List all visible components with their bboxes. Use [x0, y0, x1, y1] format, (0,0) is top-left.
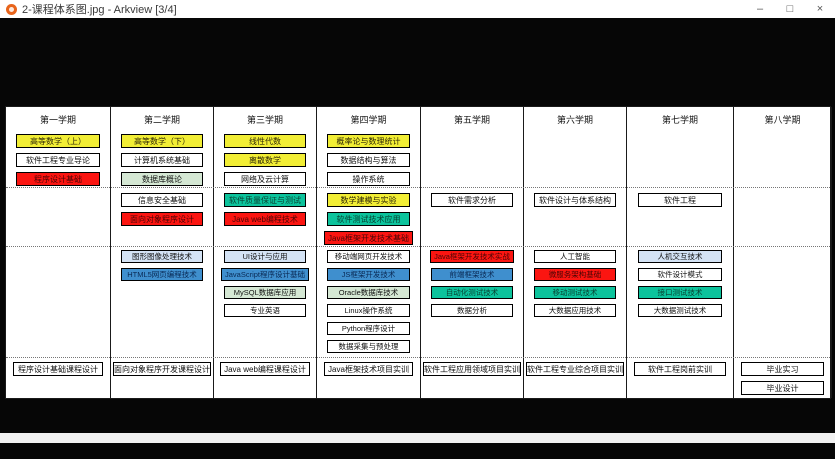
course-box: 离散数学	[224, 153, 306, 167]
semester-column: 第七学期软件工程人机交互技术 软件设计模式 接口测试技术 大数据测试技术 软件工程岗前实…	[627, 107, 734, 398]
course-box: 面向对象程序开发课程设计	[112, 362, 212, 376]
course-box: 软件工程专业综合项目实训	[525, 362, 625, 376]
course-box: UI设计与应用	[224, 250, 306, 263]
course-box: 软件工程岗前实训	[634, 362, 726, 376]
course-box: HTML5网页编程技术	[121, 268, 203, 281]
minimize-button[interactable]: –	[756, 3, 764, 15]
course-box: 软件需求分析	[431, 193, 513, 207]
course-box: 面向对象程序设计	[121, 212, 203, 226]
semester-header: 第三学期	[246, 115, 283, 125]
semester-header: 第六学期	[556, 115, 593, 125]
semester-column: 第五学期软件需求分析 Java框架开发技术实战 前端框架技术 自动化测试技术 数据分析软…	[421, 107, 524, 398]
course-box: 数据结构与算法	[327, 153, 410, 167]
course-box: 人工智能	[534, 250, 616, 263]
course-box: 信息安全基础	[121, 193, 203, 207]
course-box: 数学建模与实验	[327, 193, 410, 207]
course-box: 软件设计模式	[637, 268, 723, 281]
course-box: 网络及云计算	[224, 172, 306, 186]
course-box: Java框架开发技术实战	[430, 250, 514, 263]
course-box: Java web编程课程设计	[220, 362, 310, 376]
dotted-separator	[6, 246, 830, 247]
title-bar: 2-课程体系图.jpg - Arkview [3/4] – □ ×	[0, 0, 835, 18]
semester-header: 第八学期	[764, 115, 801, 125]
course-box: 高等数学（下）	[121, 134, 203, 148]
dotted-separator	[6, 357, 830, 358]
maximize-button[interactable]: □	[786, 3, 794, 15]
course-box: Java框架开发技术基础	[324, 231, 413, 245]
course-box: 移动端网页开发技术	[327, 250, 410, 263]
course-box: 计算机系统基础	[121, 153, 203, 167]
next-page-strip	[0, 433, 835, 443]
course-box: 高等数学（上）	[16, 134, 100, 148]
close-button[interactable]: ×	[816, 3, 824, 15]
course-box: 专业英语	[224, 304, 306, 317]
course-box: 大数据应用技术	[534, 304, 616, 317]
course-box: MySQL数据库应用	[224, 286, 306, 299]
course-box: 数据分析	[431, 304, 513, 317]
curriculum-diagram: 第一学期 高等数学（上） 软件工程专业导论 程序设计基础 程序设计基础课程设计 第二学期高…	[5, 106, 832, 399]
course-box: 软件工程专业导论	[16, 153, 100, 167]
semester-column: 第八学期毕业实习毕业设计	[734, 107, 832, 398]
course-box: JS框架开发技术	[327, 268, 410, 281]
semester-header: 第四学期	[350, 115, 387, 125]
dotted-separator	[6, 187, 830, 188]
course-box: JavaScript程序设计基础	[220, 268, 309, 281]
course-box: 毕业设计	[740, 381, 825, 395]
window-controls: – □ ×	[745, 0, 835, 18]
course-box: Java框架技术项目实训	[324, 362, 413, 376]
course-box: 接口测试技术	[637, 286, 723, 299]
course-box: 软件设计与体系结构	[534, 193, 616, 207]
course-box: 程序设计基础课程设计	[13, 362, 103, 376]
semester-column: 第二学期高等数学（下） 计算机系统基础 数据库概论信息安全基础 面向对象程序设计 图形图…	[111, 107, 214, 398]
course-box: 移动测试技术	[534, 286, 616, 299]
semester-column: 第六学期软件设计与体系结构 人工智能微服务架构基础 移动测试技术 大数据应用技术 软件工…	[524, 107, 627, 398]
course-box: 软件测试技术应用	[327, 212, 410, 226]
course-box: 软件工程	[637, 193, 723, 207]
course-box: 自动化测试技术	[431, 286, 513, 299]
course-box: 软件工程应用领域项目实训	[422, 362, 522, 376]
course-box: 图形图像处理技术	[121, 250, 203, 263]
semester-header: 第二学期	[143, 115, 180, 125]
course-box: 操作系统	[327, 172, 410, 186]
course-box: 概率论与数理统计	[327, 134, 410, 148]
course-box: Oracle数据库技术	[327, 286, 410, 299]
semester-column: 第四学期概率论与数理统计 数据结构与算法 操作系统数学建模与实验 软件测试技术应用 Ja…	[317, 107, 421, 398]
viewer-canvas[interactable]: 第一学期 高等数学（上） 软件工程专业导论 程序设计基础 程序设计基础课程设计 第二学期高…	[0, 18, 835, 459]
semester-column: 第一学期高等数学（上） 软件工程专业导论 程序设计基础 程序设计基础课程设计	[6, 107, 111, 398]
course-box: 数据采集与预处理	[327, 340, 410, 353]
semester-header: 第七学期	[661, 115, 698, 125]
course-box: 数据库概论	[121, 172, 203, 186]
window-title: 2-课程体系图.jpg - Arkview [3/4]	[22, 4, 177, 16]
course-box: 人机交互技术	[637, 250, 723, 263]
course-box: 程序设计基础	[16, 172, 100, 186]
course-box: 大数据测试技术	[637, 304, 723, 317]
course-box: 前端框架技术	[431, 268, 513, 281]
semester-column: 第三学期线性代数离散数学网络及云计算 软件质量保证与测试 Java web编程技术 U…	[214, 107, 317, 398]
course-box: 软件质量保证与测试	[224, 193, 306, 207]
course-box: 线性代数	[224, 134, 306, 148]
semester-header: 第一学期	[39, 115, 76, 125]
course-box: Linux操作系统	[327, 304, 410, 317]
course-box: 毕业实习	[740, 362, 825, 376]
semester-header: 第五学期	[453, 115, 490, 125]
course-box: Java web编程技术	[224, 212, 306, 226]
app-icon	[6, 3, 17, 15]
course-box: Python程序设计	[327, 322, 410, 335]
course-box: 微服务架构基础	[534, 268, 616, 281]
